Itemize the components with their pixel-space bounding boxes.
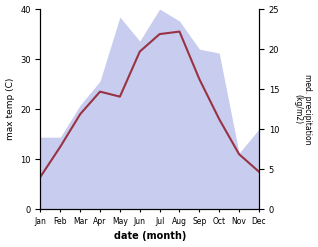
Y-axis label: max temp (C): max temp (C) [5,78,15,140]
X-axis label: date (month): date (month) [114,231,186,242]
Y-axis label: med. precipitation
(kg/m2): med. precipitation (kg/m2) [293,74,313,144]
